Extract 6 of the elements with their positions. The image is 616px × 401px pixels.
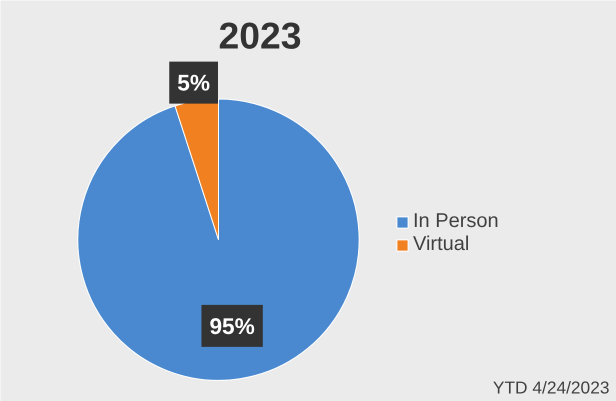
chart-title: 2023 [218,14,302,57]
legend-label: Virtual [413,233,470,256]
legend-label: In Person [413,210,499,233]
data-label: 5% [177,70,210,96]
data-label: 95% [209,312,255,339]
text: YTD 4/24/2023 [492,377,610,398]
